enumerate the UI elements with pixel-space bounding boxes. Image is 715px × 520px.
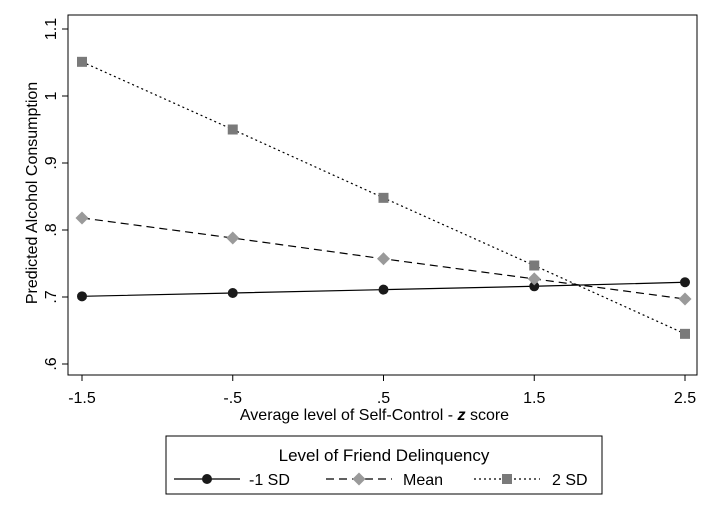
x-tick-label: -1.5	[68, 390, 96, 407]
data-point	[378, 284, 389, 295]
data-point	[527, 272, 541, 286]
x-tick-label: 1.5	[523, 390, 545, 407]
data-point	[227, 124, 238, 135]
y-tick-label: .9	[43, 156, 60, 169]
x-axis-title-italic: z	[457, 407, 466, 424]
x-tick-label: -.5	[223, 390, 242, 407]
y-tick-label: 1.1	[43, 18, 60, 40]
data-point	[678, 292, 692, 306]
x-tick-label: .5	[377, 390, 390, 407]
legend-label: 2 SD	[552, 472, 588, 489]
legend-label: Mean	[403, 472, 443, 489]
y-axis-title: Predicted Alcohol Consumption	[24, 82, 41, 304]
data-point	[77, 56, 87, 67]
x-axis-title-suffix: score	[466, 407, 510, 424]
data-point	[378, 192, 389, 203]
data-point	[680, 277, 690, 288]
data-point	[529, 281, 540, 292]
y-tick-label: .8	[43, 223, 60, 236]
series-square	[77, 56, 690, 339]
legend-item: 2 SD	[474, 472, 588, 489]
legend-label: -1 SD	[249, 472, 290, 489]
axes: .6 .7 .8 .9 1 1.1 -1.5 -.5 .5 1.5 2.5	[43, 18, 696, 407]
x-axis-title-prefix: Average level of Self-Control -	[240, 407, 458, 424]
series-circle	[77, 277, 690, 302]
legend-items: -1 SD Mean 2 SD	[174, 472, 588, 489]
data-point	[377, 252, 390, 266]
data-point	[227, 287, 238, 298]
legend-title: Level of Friend Delinquency	[279, 446, 490, 465]
series-diamond	[75, 211, 692, 306]
legend-item: Mean	[326, 472, 443, 489]
legend-marker	[352, 472, 366, 486]
data-point	[680, 328, 690, 339]
data-point	[75, 211, 89, 225]
y-tick-label: 1	[43, 91, 60, 100]
data-point	[226, 231, 240, 245]
legend-marker	[202, 474, 212, 484]
legend-marker	[502, 474, 512, 484]
legend-box	[165, 435, 603, 495]
y-tick-label: .7	[43, 290, 60, 303]
legend-item: -1 SD	[174, 472, 290, 489]
y-tick-label: .6	[43, 357, 60, 370]
series-layer	[75, 56, 692, 339]
x-axis-title: Average level of Self-Control - z score	[240, 407, 509, 424]
legend: Level of Friend Delinquency -1 SD Mean 2 S…	[165, 435, 603, 495]
data-point	[529, 260, 540, 271]
x-tick-label: 2.5	[674, 390, 696, 407]
data-point	[77, 291, 87, 302]
